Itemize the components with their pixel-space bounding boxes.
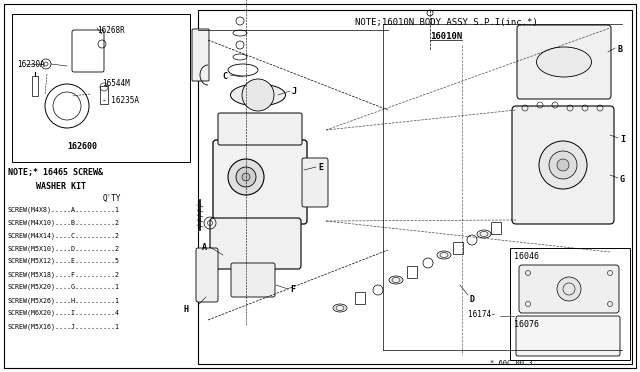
Bar [32, 76, 38, 96]
FancyBboxPatch shape [218, 113, 302, 145]
Bar [491, 222, 501, 234]
FancyBboxPatch shape [231, 263, 275, 297]
Circle shape [557, 277, 581, 301]
Ellipse shape [437, 251, 451, 259]
Text: - 16235A: - 16235A [102, 96, 139, 105]
Text: 16046: 16046 [514, 252, 539, 261]
Ellipse shape [477, 230, 491, 238]
FancyBboxPatch shape [210, 218, 301, 269]
Bar [198, 10, 632, 364]
Bar [453, 242, 463, 254]
Text: SCREW(M5X20)....G..........1: SCREW(M5X20)....G..........1 [8, 284, 120, 291]
Text: C: C [222, 72, 227, 81]
Text: 16010N: 16010N [430, 32, 462, 41]
FancyBboxPatch shape [192, 29, 209, 81]
Text: G: G [620, 175, 625, 184]
Text: NOTE;* 16465 SCREW&: NOTE;* 16465 SCREW& [8, 168, 103, 177]
Circle shape [242, 79, 274, 111]
Text: E: E [318, 163, 323, 172]
Circle shape [557, 159, 569, 171]
Text: A: A [202, 243, 207, 252]
Circle shape [242, 173, 250, 181]
Text: SCREW(M4X10)....B..........2: SCREW(M4X10)....B..........2 [8, 219, 120, 225]
Text: 16544M: 16544M [102, 79, 130, 88]
Text: SCREW(M5X26)....H..........1: SCREW(M5X26)....H..........1 [8, 297, 120, 304]
Circle shape [539, 141, 587, 189]
Text: SCREW(M4X8).....A..........1: SCREW(M4X8).....A..........1 [8, 206, 120, 212]
FancyBboxPatch shape [512, 106, 614, 224]
Text: SCREW(M5X16)....J..........1: SCREW(M5X16)....J..........1 [8, 323, 120, 330]
Circle shape [549, 151, 577, 179]
Text: WASHER KIT: WASHER KIT [36, 182, 86, 191]
Text: I: I [620, 135, 625, 144]
FancyBboxPatch shape [516, 316, 620, 356]
FancyBboxPatch shape [213, 140, 307, 224]
Text: 16268R: 16268R [97, 26, 125, 35]
Ellipse shape [536, 47, 591, 77]
Text: * 60C 00 3: * 60C 00 3 [490, 360, 532, 366]
Text: 16174-: 16174- [468, 310, 500, 319]
Text: F: F [290, 285, 295, 294]
Text: J: J [292, 87, 297, 96]
Text: SCREW(M5X10)....D..........2: SCREW(M5X10)....D..........2 [8, 245, 120, 251]
FancyBboxPatch shape [517, 25, 611, 99]
Text: SCREW(M5X12)....E..........5: SCREW(M5X12)....E..........5 [8, 258, 120, 264]
Text: NOTE;16010N BODY ASSY S.P.I(inc.*): NOTE;16010N BODY ASSY S.P.I(inc.*) [355, 18, 538, 27]
Text: SCREW(M6X20)....I..........4: SCREW(M6X20)....I..........4 [8, 310, 120, 317]
Text: 16230A: 16230A [17, 60, 45, 69]
FancyBboxPatch shape [196, 248, 218, 302]
Bar [12, 14, 190, 162]
Text: 16076: 16076 [514, 320, 539, 329]
Text: D: D [470, 295, 475, 304]
Ellipse shape [333, 304, 347, 312]
Bar [355, 292, 365, 304]
Text: B: B [617, 45, 622, 54]
Bar [407, 266, 417, 278]
Text: Q'TY: Q'TY [103, 194, 122, 203]
Text: 162600: 162600 [67, 142, 97, 151]
Ellipse shape [389, 276, 403, 284]
FancyBboxPatch shape [302, 158, 328, 207]
Bar [510, 248, 630, 360]
Ellipse shape [230, 84, 285, 106]
Circle shape [228, 159, 264, 195]
Text: H: H [184, 305, 189, 314]
FancyBboxPatch shape [519, 265, 619, 313]
Text: SCREW(M4X14)....C..........2: SCREW(M4X14)....C..........2 [8, 232, 120, 238]
Bar [100, 86, 108, 104]
Text: SCREW(M5X18)....F..........2: SCREW(M5X18)....F..........2 [8, 271, 120, 278]
Circle shape [236, 167, 256, 187]
